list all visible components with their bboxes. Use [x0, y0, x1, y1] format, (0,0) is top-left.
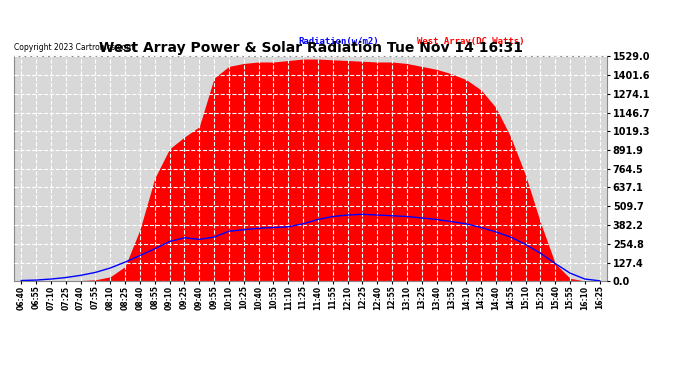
Title: West Array Power & Solar Radiation Tue Nov 14 16:31: West Array Power & Solar Radiation Tue N…: [99, 41, 522, 55]
Text: West Array(DC Watts): West Array(DC Watts): [417, 37, 525, 46]
Text: Radiation(w/m2): Radiation(w/m2): [299, 37, 380, 46]
Text: Copyright 2023 Cartronics.com: Copyright 2023 Cartronics.com: [14, 43, 133, 52]
